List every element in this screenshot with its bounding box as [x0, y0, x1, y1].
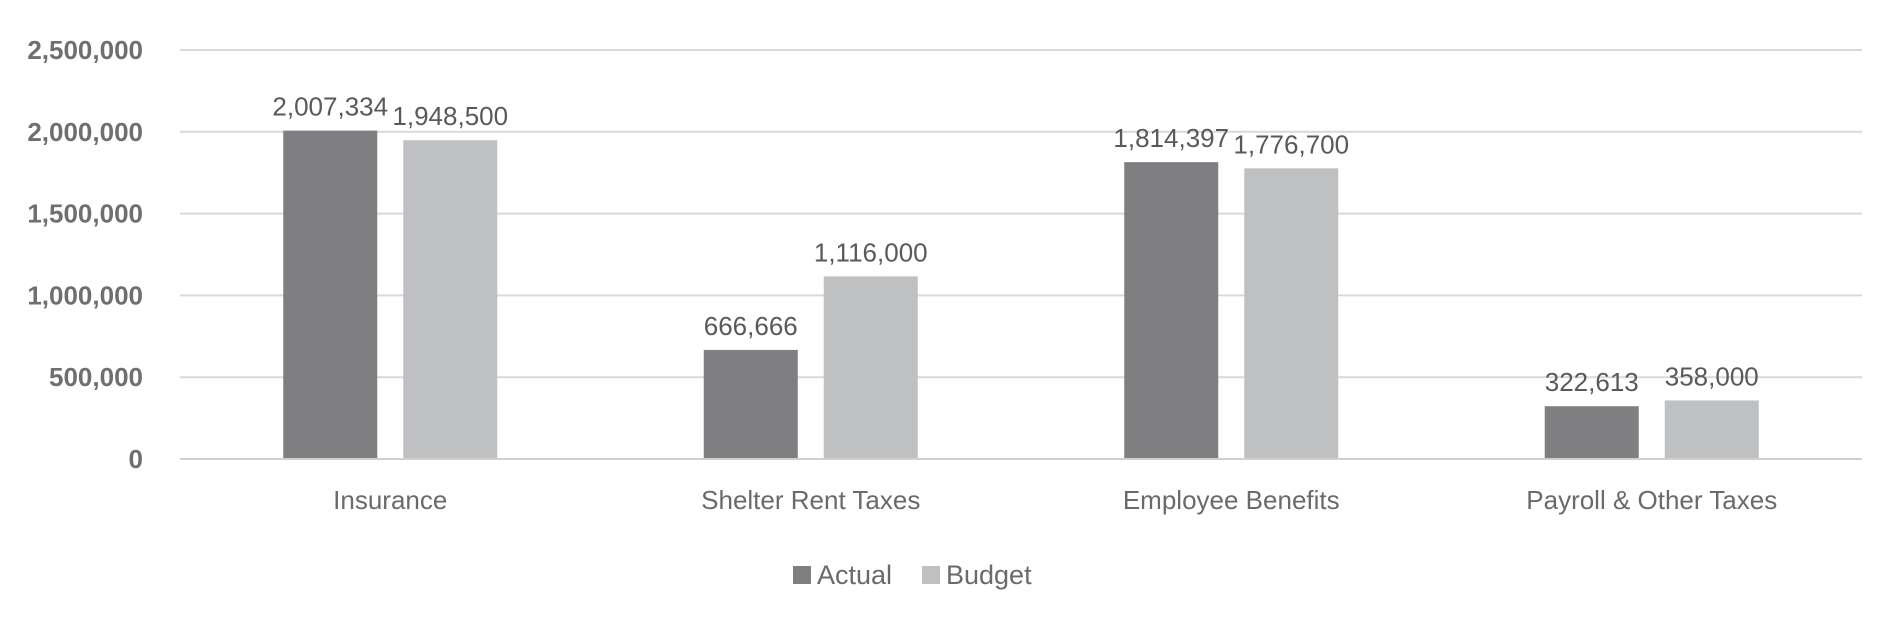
- bar-budget-payroll-and-other-taxes: [1664, 400, 1759, 459]
- bar-budget-employee-benefits: [1244, 168, 1339, 459]
- x-tick-label-payroll-and-other-taxes: Payroll & Other Taxes: [1526, 485, 1777, 515]
- legend-label-actual: Actual: [817, 560, 892, 590]
- legend-label-budget: Budget: [946, 560, 1032, 590]
- bars: [283, 130, 1759, 459]
- data-label-budget-employee-benefits: 1,776,700: [1233, 129, 1349, 159]
- legend-swatch-actual: [793, 566, 811, 584]
- bar-budget-insurance: [403, 140, 498, 459]
- bar-actual-shelter-rent-taxes: [703, 349, 798, 459]
- data-label-actual-shelter-rent-taxes: 666,666: [704, 311, 798, 341]
- bar-actual-employee-benefits: [1124, 162, 1219, 459]
- y-tick-label: 1,000,000: [27, 280, 143, 310]
- data-label-actual-insurance: 2,007,334: [272, 92, 388, 122]
- y-tick-label: 500,000: [49, 362, 143, 392]
- y-tick-label: 2,500,000: [27, 35, 143, 65]
- bar-actual-insurance: [283, 130, 378, 459]
- data-labels: 2,007,334 666,666 1,814,397 322,613 1,948,50…: [272, 92, 1758, 398]
- x-tick-label-employee-benefits: Employee Benefits: [1123, 485, 1340, 515]
- legend-swatch-budget: [922, 566, 940, 584]
- x-tick-label-shelter-rent-taxes: Shelter Rent Taxes: [701, 485, 920, 515]
- y-tick-label: 1,500,000: [27, 199, 143, 229]
- bar-budget-shelter-rent-taxes: [823, 276, 918, 459]
- y-tick-label: 0: [129, 444, 143, 474]
- data-label-budget-payroll-and-other-taxes: 358,000: [1665, 361, 1759, 391]
- y-tick-label: 2,000,000: [27, 117, 143, 147]
- legend: Actual Budget: [793, 560, 1032, 590]
- data-label-budget-shelter-rent-taxes: 1,116,000: [814, 237, 928, 267]
- data-label-actual-employee-benefits: 1,814,397: [1113, 123, 1229, 153]
- bar-actual-payroll-and-other-taxes: [1544, 406, 1639, 459]
- data-label-budget-insurance: 1,948,500: [392, 101, 508, 131]
- data-label-actual-payroll-and-other-taxes: 322,613: [1545, 367, 1639, 397]
- axes: 0 500,000 1,000,000 1,500,000 2,000,000 2,500…: [27, 35, 1862, 515]
- x-tick-label-insurance: Insurance: [333, 485, 447, 515]
